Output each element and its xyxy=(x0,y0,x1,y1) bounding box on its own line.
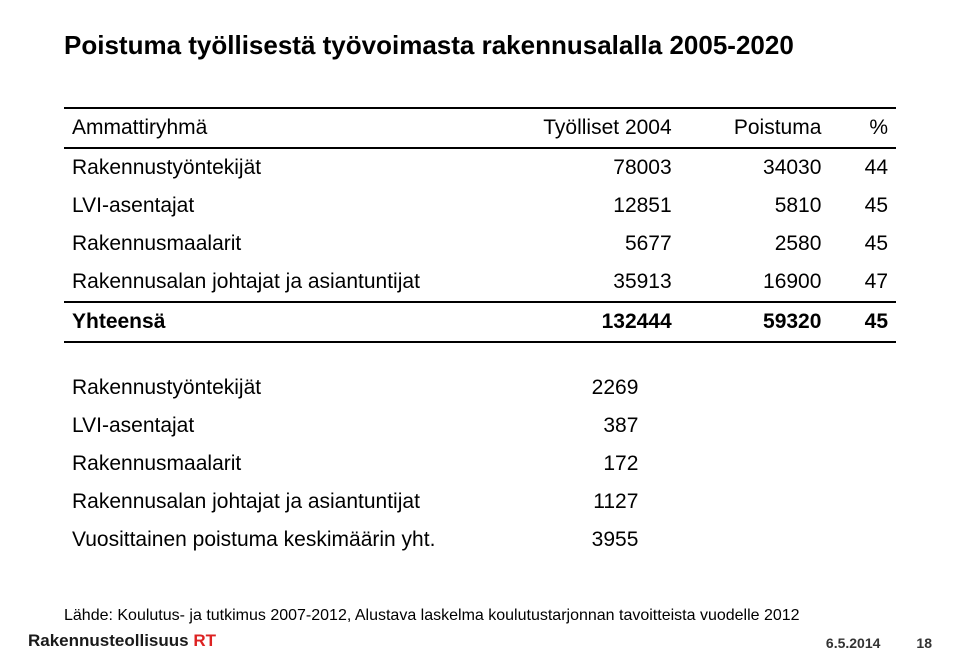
cell-label: LVI-asentajat xyxy=(64,187,513,225)
table-row: Rakennusalan johtajat ja asiantuntijat 3… xyxy=(64,263,896,302)
cell-label: LVI-asentajat xyxy=(64,407,518,445)
table-total-row: Yhteensä 132444 59320 45 xyxy=(64,302,896,342)
table-row: Rakennusmaalarit 172 xyxy=(64,445,646,483)
cell-value: 5677 xyxy=(513,225,679,263)
main-table: Ammattiryhmä Työlliset 2004 Poistuma % R… xyxy=(64,107,896,343)
cell-label: Vuosittainen poistuma keskimäärin yht. xyxy=(64,521,518,559)
cell-value: 1127 xyxy=(518,483,646,521)
cell-label: Rakennustyöntekijät xyxy=(64,148,513,187)
cell-label: Rakennustyöntekijät xyxy=(64,369,518,407)
col-header: Ammattiryhmä xyxy=(64,108,513,148)
cell-value: 35913 xyxy=(513,263,679,302)
cell-value: 387 xyxy=(518,407,646,445)
cell-value: 44 xyxy=(829,148,896,187)
table-row: Vuosittainen poistuma keskimäärin yht. 3… xyxy=(64,521,646,559)
cell-value: 5810 xyxy=(680,187,830,225)
cell-value: 16900 xyxy=(680,263,830,302)
cell-value: 78003 xyxy=(513,148,679,187)
spacer xyxy=(64,343,896,369)
footer-page: 18 xyxy=(916,635,932,651)
footer-right: 6.5.2014 18 xyxy=(826,635,932,651)
table-header-row: Ammattiryhmä Työlliset 2004 Poistuma % xyxy=(64,108,896,148)
secondary-table: Rakennustyöntekijät 2269 LVI-asentajat 3… xyxy=(64,369,646,559)
cell-value: 3955 xyxy=(518,521,646,559)
source-text: Lähde: Koulutus- ja tutkimus 2007-2012, … xyxy=(64,607,896,625)
table-row: Rakennusalan johtajat ja asiantuntijat 1… xyxy=(64,483,646,521)
col-header: % xyxy=(829,108,896,148)
cell-value: 45 xyxy=(829,302,896,342)
page: Poistuma työllisestä työvoimasta rakennu… xyxy=(0,0,960,667)
cell-value: 34030 xyxy=(680,148,830,187)
cell-value: 132444 xyxy=(513,302,679,342)
table-row: Rakennusmaalarit 5677 2580 45 xyxy=(64,225,896,263)
cell-label: Rakennusmaalarit xyxy=(64,445,518,483)
cell-value: 2269 xyxy=(518,369,646,407)
cell-value: 59320 xyxy=(680,302,830,342)
cell-label: Rakennusmaalarit xyxy=(64,225,513,263)
table-row: Rakennustyöntekijät 78003 34030 44 xyxy=(64,148,896,187)
page-title: Poistuma työllisestä työvoimasta rakennu… xyxy=(64,30,896,61)
col-header: Työlliset 2004 xyxy=(513,108,679,148)
table-row: Rakennustyöntekijät 2269 xyxy=(64,369,646,407)
footer-date: 6.5.2014 xyxy=(826,635,881,651)
brand-main: Rakennusteollisuus xyxy=(28,631,189,650)
cell-label: Rakennusalan johtajat ja asiantuntijat xyxy=(64,483,518,521)
brand: Rakennusteollisuus RT xyxy=(28,631,216,651)
table-row: LVI-asentajat 387 xyxy=(64,407,646,445)
brand-suffix: RT xyxy=(193,631,216,650)
cell-label: Yhteensä xyxy=(64,302,513,342)
cell-value: 47 xyxy=(829,263,896,302)
cell-value: 12851 xyxy=(513,187,679,225)
footer: Rakennusteollisuus RT 6.5.2014 18 xyxy=(28,631,932,651)
cell-label: Rakennusalan johtajat ja asiantuntijat xyxy=(64,263,513,302)
cell-value: 45 xyxy=(829,225,896,263)
col-header: Poistuma xyxy=(680,108,830,148)
table-row: LVI-asentajat 12851 5810 45 xyxy=(64,187,896,225)
cell-value: 45 xyxy=(829,187,896,225)
cell-value: 172 xyxy=(518,445,646,483)
cell-value: 2580 xyxy=(680,225,830,263)
